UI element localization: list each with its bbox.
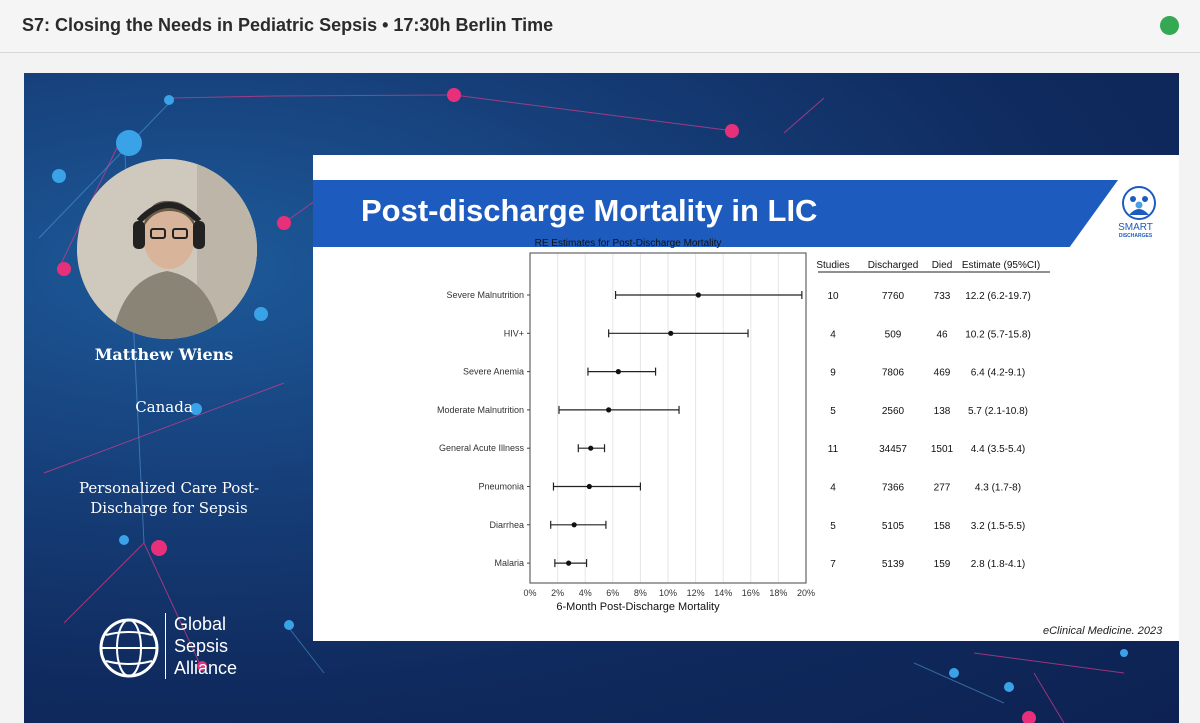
org-line-2: Sepsis bbox=[174, 636, 229, 656]
estimate-point bbox=[566, 560, 572, 566]
cell-discharged: 509 bbox=[885, 329, 902, 340]
org-line-1: Global bbox=[174, 614, 227, 634]
cell-died: 469 bbox=[934, 368, 951, 379]
cell-discharged: 7760 bbox=[882, 291, 905, 302]
org-line-3: Alliance bbox=[174, 658, 238, 678]
cell-discharged: 2560 bbox=[882, 406, 905, 417]
cell-estimate: 5.7 (2.1-10.8) bbox=[968, 406, 1028, 417]
cell-studies: 7 bbox=[830, 559, 836, 570]
estimate-point bbox=[668, 330, 674, 336]
cell-estimate: 10.2 (5.7-15.8) bbox=[965, 329, 1031, 340]
cell-studies: 9 bbox=[830, 368, 836, 379]
estimate-point bbox=[615, 369, 621, 375]
speaker-photo bbox=[77, 159, 257, 339]
cell-discharged: 7806 bbox=[882, 368, 905, 379]
cell-discharged: 5105 bbox=[882, 521, 905, 532]
cell-studies: 5 bbox=[830, 406, 836, 417]
table-header: Estimate (95%CI) bbox=[962, 260, 1040, 271]
talk-title-line-1: Personalized Care Post- bbox=[78, 479, 260, 497]
speaker-name: Matthew Wiens bbox=[94, 345, 234, 364]
y-tick-label: Pneumonia bbox=[478, 482, 524, 492]
globe-logo-icon bbox=[99, 618, 159, 678]
session-title: S7: Closing the Needs in Pediatric Sepsi… bbox=[22, 15, 554, 35]
cell-studies: 11 bbox=[828, 444, 839, 455]
live-status-indicator bbox=[1160, 16, 1179, 35]
chart-title: RE Estimates for Post-Discharge Mortalit… bbox=[535, 238, 722, 249]
x-tick-label: 6% bbox=[606, 588, 619, 598]
table-header: Died bbox=[932, 260, 953, 271]
y-tick-label: Diarrhea bbox=[489, 520, 524, 530]
x-tick-label: 10% bbox=[659, 588, 677, 598]
cell-studies: 10 bbox=[827, 291, 839, 302]
speaker-country: Canada bbox=[135, 398, 193, 416]
x-tick-label: 2% bbox=[551, 588, 564, 598]
smart-logo-icon bbox=[1122, 186, 1156, 220]
y-tick-label: Moderate Malnutrition bbox=[437, 405, 524, 415]
smart-logo-subtitle: DISCHARGES bbox=[1118, 233, 1153, 239]
estimate-point bbox=[588, 445, 594, 451]
cell-died: 159 bbox=[934, 559, 951, 570]
organization-name: Global Sepsis Alliance bbox=[174, 613, 237, 679]
y-tick-label: HIV+ bbox=[504, 328, 524, 338]
cell-discharged: 5139 bbox=[882, 559, 905, 570]
presentation-slide: Post-discharge Mortality in LIC SMART DI… bbox=[313, 155, 1179, 641]
x-tick-label: 14% bbox=[714, 588, 732, 598]
cell-discharged: 34457 bbox=[879, 444, 907, 455]
plot-frame bbox=[529, 252, 807, 584]
talk-title-line-2: Discharge for Sepsis bbox=[90, 499, 248, 517]
estimate-point bbox=[606, 407, 612, 413]
cell-estimate: 6.4 (4.2-9.1) bbox=[971, 368, 1025, 379]
x-tick-label: 16% bbox=[742, 588, 760, 598]
x-tick-label: 20% bbox=[797, 588, 815, 598]
slide-banner bbox=[313, 180, 1118, 247]
forest-plot: 0% 2% 4% 6% 8% 10% 12% 14% 16% 18% 20% RE Estimates… bbox=[437, 238, 1050, 613]
y-tick-label: Severe Anemia bbox=[463, 367, 524, 377]
cell-estimate: 12.2 (6.2-19.7) bbox=[965, 291, 1031, 302]
estimate-point bbox=[695, 292, 701, 298]
cell-died: 733 bbox=[934, 291, 951, 302]
x-tick-label: 8% bbox=[634, 588, 647, 598]
cell-discharged: 7366 bbox=[882, 483, 905, 494]
video-player[interactable]: Matthew Wiens Canada Personalized Care P… bbox=[24, 73, 1179, 723]
cell-estimate: 4.4 (3.5-5.4) bbox=[971, 444, 1025, 455]
logo-divider bbox=[165, 613, 166, 679]
x-axis-label: 6-Month Post-Discharge Mortality bbox=[556, 601, 720, 613]
estimate-point bbox=[586, 483, 592, 490]
x-tick-label: 4% bbox=[579, 588, 592, 598]
y-tick-label: General Acute Illness bbox=[439, 443, 525, 453]
cell-studies: 4 bbox=[830, 483, 836, 494]
cell-died: 46 bbox=[936, 329, 948, 340]
x-tick-label: 18% bbox=[769, 588, 787, 598]
cell-estimate: 2.8 (1.8-4.1) bbox=[971, 559, 1025, 570]
cell-died: 1501 bbox=[931, 444, 954, 455]
x-tick-label: 0% bbox=[523, 588, 536, 598]
slide-title: Post-discharge Mortality in LIC bbox=[361, 193, 818, 228]
y-tick-label: Severe Malnutrition bbox=[446, 290, 524, 300]
x-tick-label: 12% bbox=[687, 588, 705, 598]
cell-studies: 4 bbox=[830, 329, 836, 340]
title-bar: S7: Closing the Needs in Pediatric Sepsi… bbox=[0, 0, 1200, 53]
smart-logo-title: SMART bbox=[1118, 222, 1153, 233]
speaker-portrait bbox=[77, 159, 257, 339]
table-header: Studies bbox=[816, 260, 849, 271]
cell-studies: 5 bbox=[830, 521, 836, 532]
cell-estimate: 4.3 (1.7-8) bbox=[975, 483, 1021, 494]
cell-died: 277 bbox=[934, 483, 951, 494]
smart-logo-text: SMART DISCHARGES bbox=[1113, 222, 1158, 239]
citation: eClinical Medicine. 2023 bbox=[1043, 625, 1163, 637]
cell-died: 138 bbox=[934, 406, 951, 417]
cell-estimate: 3.2 (1.5-5.5) bbox=[971, 521, 1025, 532]
talk-title: Personalized Care Post- Discharge for Se… bbox=[64, 478, 274, 518]
y-tick-label: Malaria bbox=[494, 558, 524, 568]
table-header: Discharged bbox=[868, 260, 919, 271]
estimate-point bbox=[571, 522, 577, 528]
cell-died: 158 bbox=[934, 521, 951, 532]
